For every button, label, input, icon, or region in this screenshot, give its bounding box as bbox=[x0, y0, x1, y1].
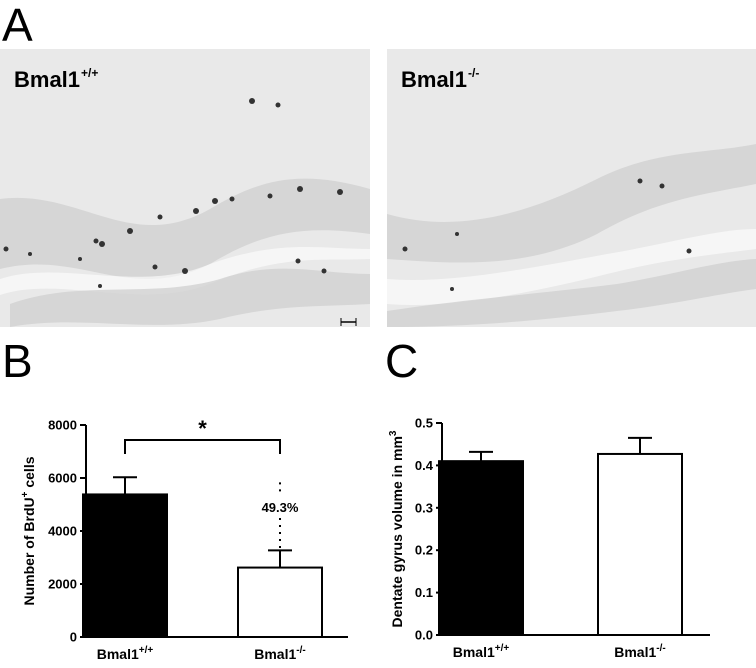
volume-chart-svg: 0.0 0.1 0.2 0.3 0.4 0.5 Dentate gyrus volume i… bbox=[388, 416, 710, 660]
micrograph-knockout-drawing bbox=[387, 144, 756, 327]
micrograph-wildtype-label: Bmal1+/+ bbox=[14, 66, 99, 92]
brdu-ytick-label: 6000 bbox=[48, 471, 77, 486]
brdu-ytick-label: 0 bbox=[70, 630, 77, 645]
panel-a-letter: A bbox=[2, 0, 33, 51]
volume-xtick-label: Bmal1+/+ bbox=[453, 643, 510, 660]
brdu-bar bbox=[82, 493, 168, 638]
brdu-chart-svg: 0 2000 4000 6000 8000 Number of BrdU+ cells Bm… bbox=[20, 416, 348, 662]
brdu-chart: 0 2000 4000 6000 8000 Number of BrdU+ cells Bm… bbox=[0, 340, 370, 663]
reduction-percent: 49.3% bbox=[262, 500, 299, 515]
brdu-bar bbox=[237, 566, 323, 639]
micrograph-wildtype: Bmal1+/+ bbox=[0, 49, 370, 327]
micrograph-knockout-label: Bmal1-/- bbox=[401, 66, 480, 92]
volume-bar bbox=[438, 460, 524, 636]
brdu-xtick-label: Bmal1-/- bbox=[254, 645, 305, 662]
brdu-ytick-label: 8000 bbox=[48, 418, 77, 433]
volume-ytick-label: 0.3 bbox=[415, 500, 433, 515]
brdu-ylabel: Number of BrdU+ cells bbox=[20, 456, 37, 605]
volume-ytick-label: 0.1 bbox=[415, 585, 433, 600]
brdu-ytick-label: 4000 bbox=[48, 524, 77, 539]
micrograph-wildtype-drawing bbox=[0, 98, 370, 327]
volume-xtick-label: Bmal1-/- bbox=[614, 643, 665, 660]
brdu-ytick-label: 2000 bbox=[48, 577, 77, 592]
panel-c-letter: C bbox=[385, 335, 419, 387]
micrograph-knockout: Bmal1-/- bbox=[387, 49, 756, 327]
volume-ylabel: Dentate gyrus volume in mm3 bbox=[388, 430, 405, 627]
significance-bracket bbox=[124, 439, 281, 454]
volume-bar bbox=[597, 452, 683, 637]
volume-ytick-label: 0.2 bbox=[415, 543, 433, 558]
volume-ytick-label: 0.4 bbox=[415, 458, 434, 473]
volume-ytick-label: 0.0 bbox=[415, 628, 433, 643]
volume-chart: 0.0 0.1 0.2 0.3 0.4 0.5 Dentate gyrus volume i… bbox=[370, 340, 756, 663]
panel-b-letter: B bbox=[2, 335, 33, 387]
brdu-xtick-label: Bmal1+/+ bbox=[97, 645, 154, 662]
significance-star: * bbox=[198, 416, 207, 441]
volume-ytick-label: 0.5 bbox=[415, 416, 433, 431]
